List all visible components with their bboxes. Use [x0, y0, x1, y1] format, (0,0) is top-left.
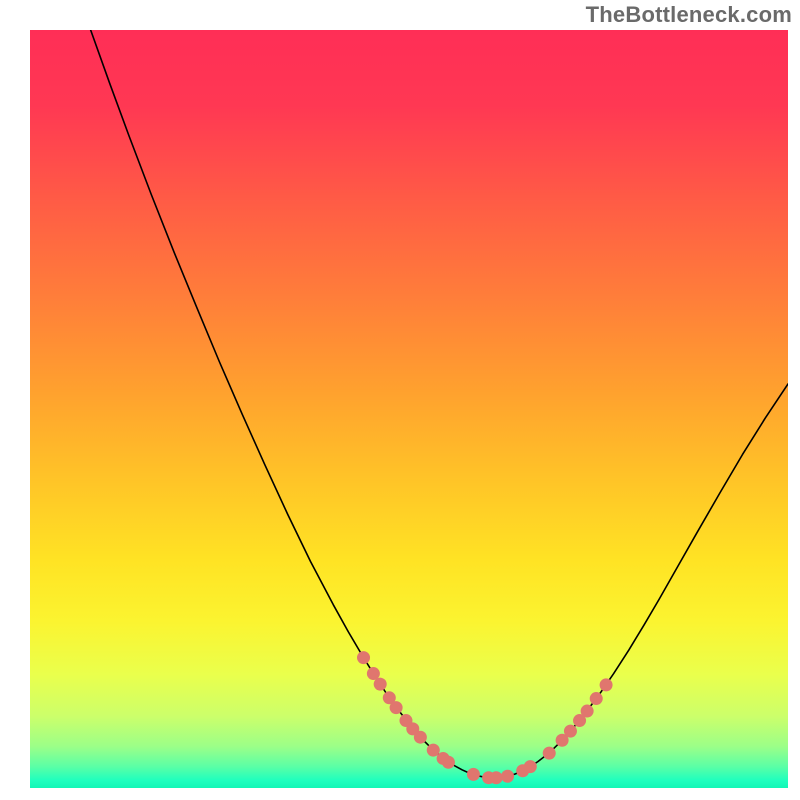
bottleneck-curve — [30, 30, 788, 788]
left-margin — [0, 0, 30, 800]
bottleneck-markers — [30, 30, 788, 788]
chart-container: TheBottleneck.com — [0, 0, 800, 800]
plot-area — [30, 30, 788, 788]
bottom-margin — [0, 788, 800, 800]
site-attribution-text: TheBottleneck.com — [586, 2, 792, 28]
right-margin — [788, 0, 800, 800]
